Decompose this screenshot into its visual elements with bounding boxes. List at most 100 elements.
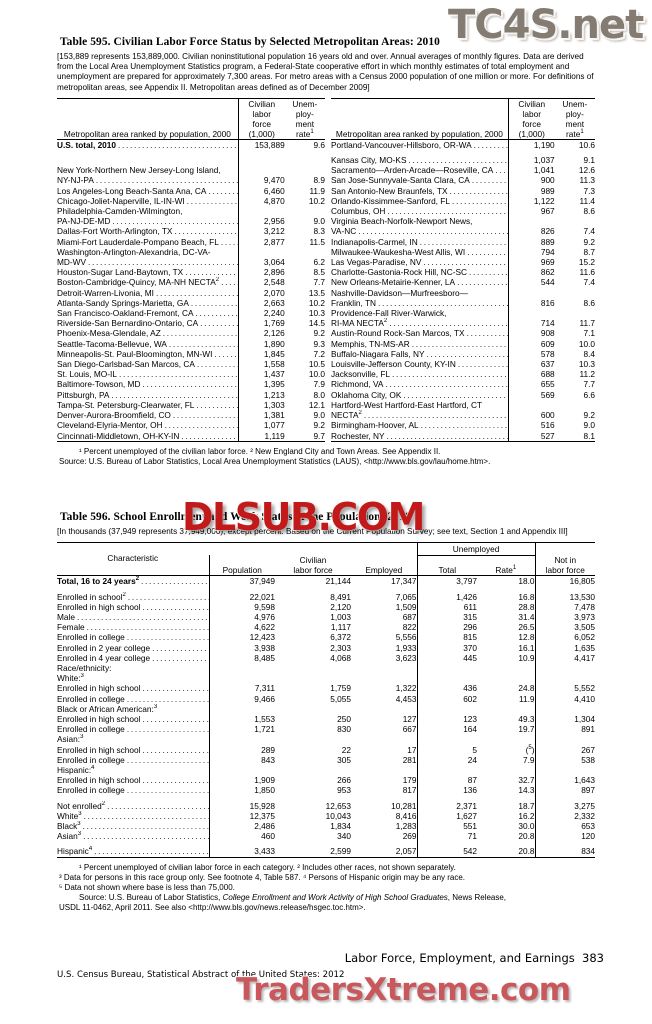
table-cell-value: 87 xyxy=(416,775,478,786)
row-label: San Jose-Sunnyvale-Santa Clara, CA......… xyxy=(331,175,508,185)
table-cell-value: 10.2 xyxy=(308,195,325,206)
table-cell-value: 8,491 xyxy=(330,591,351,602)
table-cell-value: 1,303 xyxy=(237,399,285,411)
row-label-text: Rochester, NY xyxy=(331,430,385,441)
row-label: Black or African American:3 xyxy=(57,704,209,714)
table-cell-value: 3,433 xyxy=(208,846,275,858)
table-cell-value: 667 xyxy=(402,724,417,735)
row-label: Enrolled in college.....................… xyxy=(57,785,209,795)
source-line-2: USDL 11-0462, April 2011. See also <http… xyxy=(59,902,366,912)
table-596-header-group-row: Characteristic Unemployed xyxy=(57,541,596,577)
row-label-text: Enrolled in college xyxy=(57,754,125,765)
table-cell-value xyxy=(507,216,555,227)
empty-cell xyxy=(275,734,351,744)
row-label: New York-Northern New Jersey-Long Island… xyxy=(57,165,238,175)
hdr-line-2: labor xyxy=(252,108,271,119)
table-row: Enrolled in high school.................… xyxy=(57,744,596,755)
row-label-text: Seattle-Tacoma-Bellevue, WA xyxy=(57,338,167,349)
table-row: Black3..................................… xyxy=(57,821,596,832)
table-cell-value: 527 xyxy=(507,430,555,442)
row-label-text: Baltimore-Towson, MD xyxy=(57,379,141,390)
table-row: Los Angeles-Long Beach-Santa Ana, CA....… xyxy=(57,185,595,196)
leader-dots: ........................................… xyxy=(127,591,209,602)
table-row: Houston-Sugar Land-Baytown, TX..........… xyxy=(57,267,595,278)
table-cell-value: 18.7 xyxy=(518,800,535,811)
row-label: PA-NJ-DE-MD.............................… xyxy=(57,216,238,226)
table-cell-value: 12.1 xyxy=(308,399,325,410)
table-595-footnotes: ¹ Percent unemployed of the civilian lab… xyxy=(57,447,595,467)
spacer-cell xyxy=(208,586,275,592)
row-label: Tampa-St. Petersburg-Clearwater, FL.....… xyxy=(57,400,238,410)
table-cell-value: 900 xyxy=(507,175,555,186)
row-label: Enrolled in high school.................… xyxy=(57,714,209,724)
leader-dots: ........................................… xyxy=(118,369,238,380)
leader-dots: ........................................… xyxy=(86,622,209,633)
table-row: Dallas-Fort Worth-Arlington, TX.........… xyxy=(57,226,595,237)
table-row: Total, 16 to 24 years2..................… xyxy=(57,575,596,587)
row-label: Baltimore-Towson, MD....................… xyxy=(57,379,238,389)
footnote-marker: 3 xyxy=(80,673,84,680)
table-row: U.S. total, 2010........................… xyxy=(57,139,595,151)
leader-dots: ........................................… xyxy=(126,754,209,765)
table-cell-value: 1,283 xyxy=(395,821,417,832)
row-label: San Antonio-New Braunfels, TX...........… xyxy=(331,186,508,196)
table-cell-value: 9.2 xyxy=(583,236,595,247)
table-cell-value: 1,635 xyxy=(534,642,596,653)
row-label-text: Asian:3 xyxy=(57,734,84,745)
table-gap xyxy=(57,467,595,511)
table-row: Enrolled in college.....................… xyxy=(57,693,596,704)
row-label: NECTA2..................................… xyxy=(331,410,508,420)
row-label: U.S. total, 2010........................… xyxy=(57,139,238,150)
table-cell-value: 267 xyxy=(534,744,596,755)
table-cell-value xyxy=(237,206,285,217)
empty-cell xyxy=(208,765,275,776)
table-cell-value: 1,003 xyxy=(330,612,351,623)
leader-dots: ........................................… xyxy=(426,348,507,359)
row-label: San Francisco-Oakland-Fremont, CA.......… xyxy=(57,308,238,318)
table-cell-value: 10.0 xyxy=(308,369,325,380)
table-cell-value: 17 xyxy=(407,744,417,755)
leader-dots: ........................................… xyxy=(471,175,508,186)
col-header-characteristic: Characteristic xyxy=(57,541,209,577)
table-596-header: Characteristic Unemployed Population Civ… xyxy=(57,541,596,577)
row-label-text: Enrolled in school2 xyxy=(57,591,126,602)
leader-dots: ........................................… xyxy=(466,328,508,339)
empty-cell xyxy=(477,663,535,673)
col-header-employed: Employed xyxy=(351,555,418,577)
leader-dots: ........................................… xyxy=(141,576,209,587)
table-cell-value: 10,043 xyxy=(325,810,351,821)
page-footer: Labor Force, Employment, and Earnings 38… xyxy=(57,951,622,991)
table-cell-value: 269 xyxy=(402,831,417,842)
table-cell-value: 9,598 xyxy=(208,601,275,613)
table-cell-value: 3,064 xyxy=(237,257,285,268)
hdr-line-1: Unem- xyxy=(562,98,588,109)
table-cell-value: 4,622 xyxy=(208,622,275,633)
table-row: Enrolled in college.....................… xyxy=(57,785,596,796)
table-row: Enrolled in college.....................… xyxy=(57,754,596,766)
leader-dots: ........................................… xyxy=(208,185,237,196)
empty-cell xyxy=(534,663,596,674)
table-cell-value: 11.9 xyxy=(309,185,325,196)
row-label-text: Pittsburgh, PA xyxy=(57,389,110,400)
row-label: Orlando-Kissimmee-Sanford, FL...........… xyxy=(331,196,508,206)
table-cell-value: 953 xyxy=(337,785,351,796)
table-cell-value: 834 xyxy=(534,846,596,858)
leader-dots: ........................................… xyxy=(126,632,209,643)
footnote-line-3: ⁵ Data not shown where base is less than… xyxy=(59,882,235,892)
empty-cell xyxy=(416,703,478,715)
leader-dots: ........................................… xyxy=(495,165,508,176)
row-label-text: Sacramento—Arden-Arcade—Roseville, CA xyxy=(331,165,494,176)
table-cell-value: 7.2 xyxy=(313,348,325,359)
table-cell-value xyxy=(507,308,555,319)
footnote-marker: 3 xyxy=(77,831,82,838)
table-cell-value: 2,240 xyxy=(237,308,285,319)
row-label: Race/ethnicity: xyxy=(57,663,209,673)
leader-dots: ........................................… xyxy=(76,612,209,623)
table-row: NY-NJ-PA................................… xyxy=(57,175,595,186)
publication-title: College Enrollment and Work Activity of … xyxy=(222,892,448,902)
row-label-text: San Diego-Carlsbad-San Marcos, CA xyxy=(57,359,195,370)
row-label-text: Indianapolis-Carmel, IN xyxy=(331,236,418,247)
row-label-text: Dallas-Fort Worth-Arlington, TX xyxy=(57,226,173,237)
leader-dots: ........................................… xyxy=(214,348,237,359)
row-label-text: Black3 xyxy=(57,821,81,832)
